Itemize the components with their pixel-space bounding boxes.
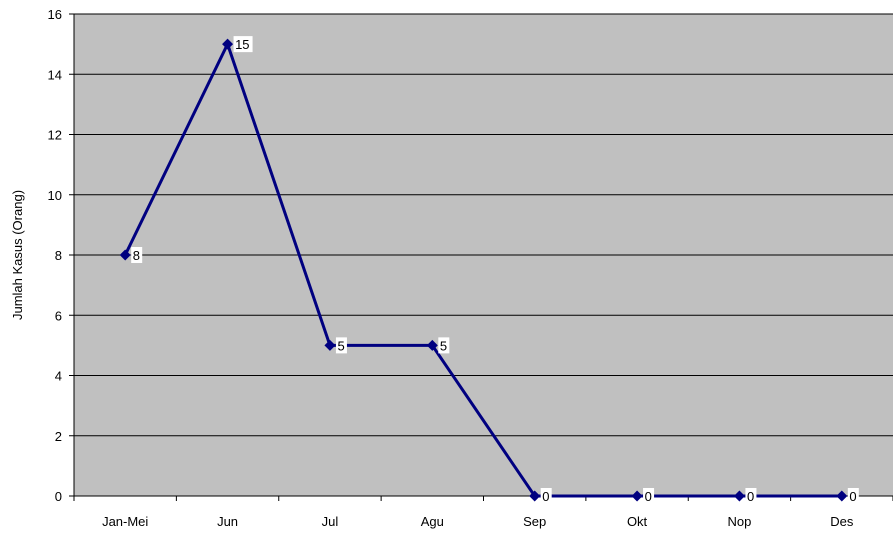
- data-point-marker: [119, 249, 131, 261]
- x-tick-label: Jan-Mei: [102, 514, 148, 529]
- data-label: 0: [542, 489, 549, 504]
- data-label: 0: [645, 489, 652, 504]
- series-line: [123, 40, 842, 498]
- data-label: 5: [440, 338, 447, 353]
- data-label-background: [540, 488, 552, 504]
- data-point-marker: [631, 490, 643, 502]
- data-label-background: [643, 488, 655, 504]
- data-label: 0: [849, 489, 856, 504]
- y-tick-label: 16: [48, 7, 62, 22]
- y-axis-label: Jumlah Kasus (Orang): [10, 190, 25, 320]
- x-tick-label: Agu: [421, 514, 444, 529]
- y-axis: 0 2 4 6 8 10 12 14 16: [48, 7, 75, 504]
- x-tick-label: Jul: [322, 514, 339, 529]
- y-tick-label: 8: [55, 248, 62, 263]
- x-tick-label: Nop: [728, 514, 752, 529]
- data-label-background: [233, 36, 253, 53]
- data-label: 0: [747, 489, 754, 504]
- x-axis: Jan-Mei Jun Jul Agu Sep Okt Nop Des: [73, 495, 893, 529]
- data-point-marker: [222, 38, 234, 50]
- data-point-marker: [836, 490, 848, 502]
- x-tick-label: Okt: [627, 514, 648, 529]
- series: 8 15 5 5 0 0 0 0: [119, 36, 859, 504]
- x-tick-label: Sep: [523, 514, 546, 529]
- y-tick-label: 12: [48, 128, 62, 143]
- x-tick-label: Jun: [217, 514, 238, 529]
- y-tick-label: 4: [55, 369, 62, 384]
- y-tick-label: 6: [55, 308, 62, 323]
- data-point-marker: [733, 490, 745, 502]
- data-point-marker: [426, 339, 438, 351]
- data-label-background: [335, 337, 347, 354]
- data-label-background: [438, 337, 450, 354]
- y-tick-label: 10: [48, 188, 62, 203]
- x-tick-label: Des: [830, 514, 854, 529]
- data-label: 5: [337, 338, 344, 353]
- y-tick-label: 2: [55, 429, 62, 444]
- data-point-marker: [324, 339, 336, 351]
- data-label-background: [847, 488, 859, 504]
- data-label-background: [745, 488, 757, 504]
- data-label: 8: [133, 248, 140, 263]
- y-tick-label: 0: [55, 489, 62, 504]
- data-point-marker: [529, 490, 541, 502]
- data-label-background: [131, 247, 143, 263]
- data-label: 15: [235, 37, 249, 52]
- y-tick-label: 14: [48, 67, 62, 82]
